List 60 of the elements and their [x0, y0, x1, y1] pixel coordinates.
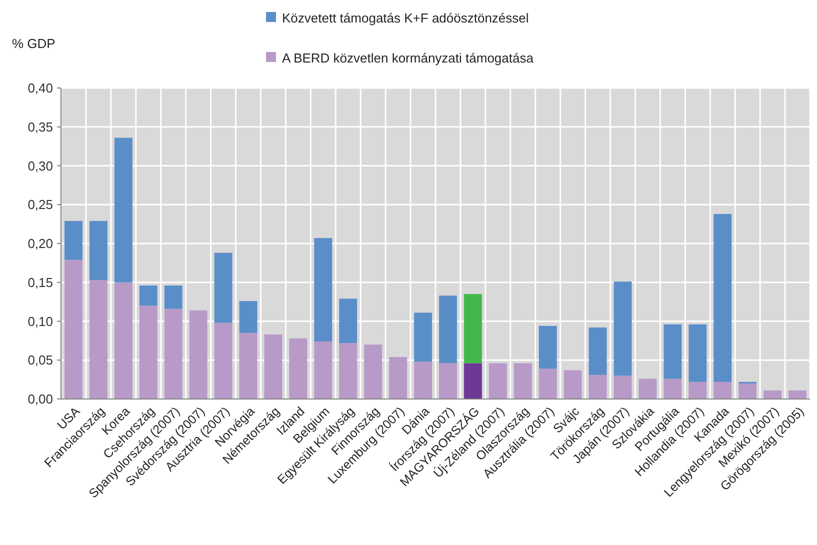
bar — [339, 298, 358, 344]
bar — [164, 308, 182, 399]
bar — [538, 326, 557, 369]
bar — [664, 378, 682, 399]
bar — [514, 363, 532, 399]
y-tick-label: 0,10 — [28, 314, 53, 329]
y-tick-label: 0,35 — [28, 119, 53, 134]
bar — [314, 341, 332, 399]
bar — [89, 220, 108, 280]
bar — [139, 285, 158, 306]
bar — [738, 383, 757, 399]
bar — [64, 260, 82, 399]
y-tick-label: 0,30 — [28, 158, 53, 174]
bar — [638, 378, 657, 399]
legend-label: A BERD közvetlen kormányzati támogatása — [282, 50, 534, 66]
bar — [289, 338, 308, 399]
bar — [64, 220, 82, 260]
bar — [114, 282, 132, 399]
bar — [714, 214, 732, 382]
bar — [239, 301, 258, 333]
bar — [688, 382, 707, 399]
bar — [214, 252, 232, 323]
bar — [314, 238, 332, 342]
bar — [339, 343, 358, 399]
bar — [364, 344, 382, 399]
bar — [538, 368, 557, 399]
bar — [788, 390, 807, 399]
bar — [614, 376, 632, 399]
bar — [438, 296, 457, 364]
bar — [239, 332, 258, 399]
bar — [564, 370, 582, 399]
bar — [114, 138, 132, 282]
bar — [389, 357, 408, 399]
bar — [464, 363, 482, 399]
y-axis-title: % GDP — [12, 36, 56, 51]
bar — [164, 285, 182, 309]
legend-label: Közvetett támogatás K+F adóösztönzéssel — [282, 10, 529, 26]
bar — [414, 362, 432, 399]
y-tick-label: 0,05 — [28, 352, 53, 368]
bar — [139, 306, 158, 399]
bar — [414, 312, 432, 362]
bar — [214, 322, 232, 399]
y-tick-label: 0,20 — [28, 236, 53, 252]
bar — [264, 334, 282, 399]
bar — [189, 310, 208, 399]
bar — [764, 390, 782, 399]
bar — [588, 374, 607, 399]
bar — [614, 282, 632, 376]
bar — [464, 294, 482, 364]
bar — [488, 363, 507, 399]
bar — [588, 327, 607, 375]
y-tick-label: 0,40 — [28, 80, 53, 96]
bar — [714, 382, 732, 399]
y-tick-label: 0,25 — [28, 197, 53, 212]
bar — [89, 280, 108, 399]
y-tick-label: 0,15 — [28, 274, 53, 290]
bar — [438, 363, 457, 399]
bar — [664, 324, 682, 379]
y-tick-label: 0,00 — [28, 392, 53, 407]
bar — [688, 324, 707, 382]
